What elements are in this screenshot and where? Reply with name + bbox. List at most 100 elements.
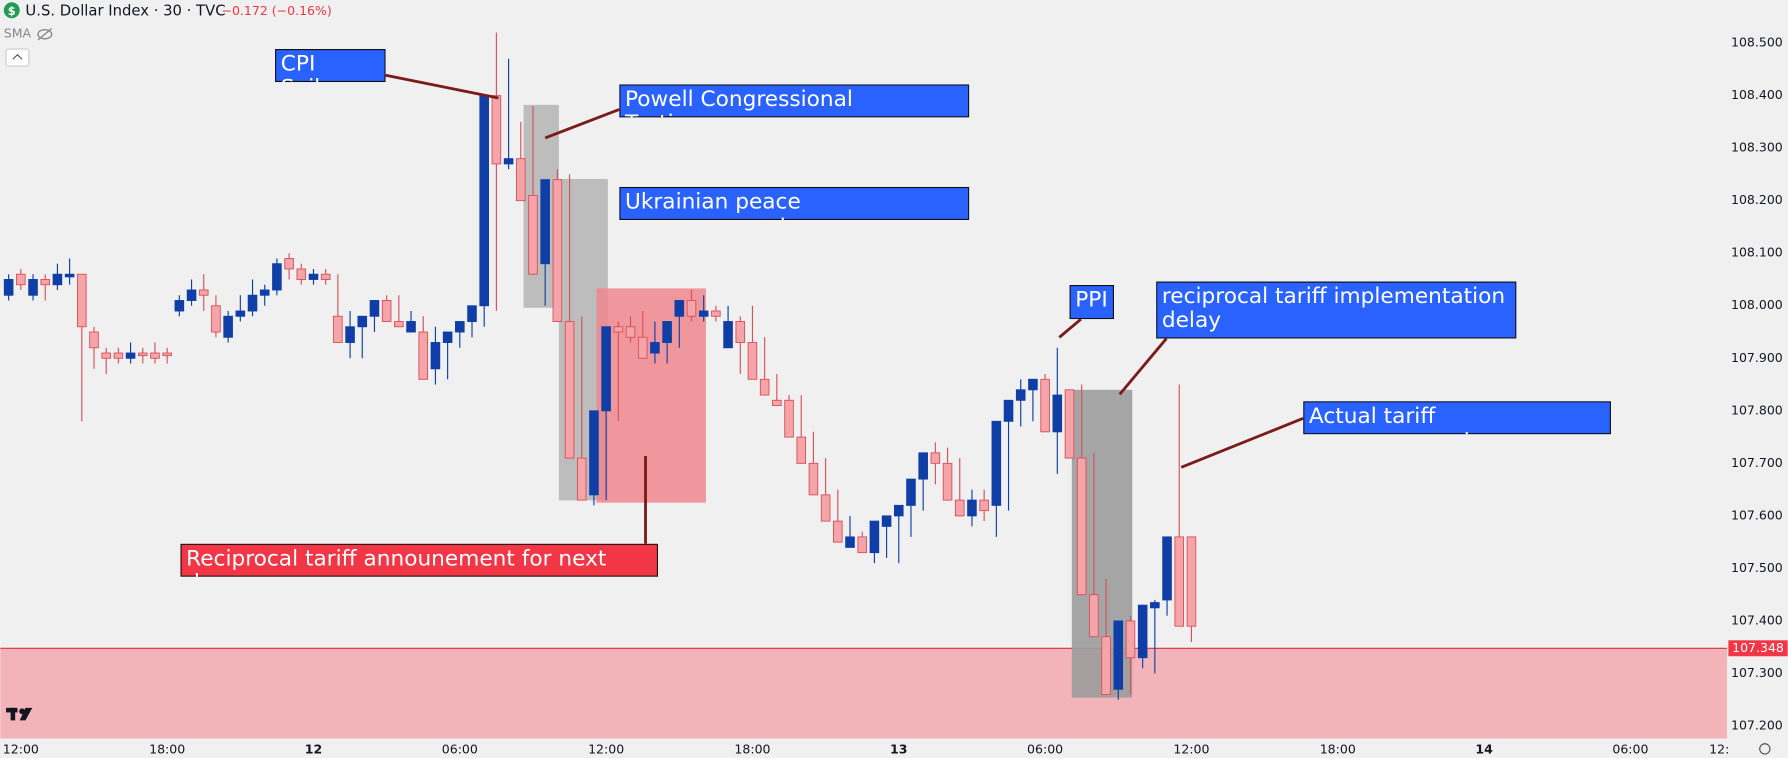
candle-body <box>272 263 282 291</box>
y-tick-label: 107.200 <box>1731 718 1783 733</box>
annotation-label: Reciprocal tariff announement for next d… <box>180 543 659 577</box>
x-tick-label: 12:00 <box>588 742 624 757</box>
candle-body <box>1064 389 1075 459</box>
candle-body <box>1076 457 1087 596</box>
candle-body <box>345 326 355 343</box>
annotation: Reciprocal tariff announement for next d… <box>180 543 659 577</box>
candle-body <box>28 279 38 296</box>
candle-body <box>515 158 526 202</box>
annotation-label: PPI <box>1069 284 1114 320</box>
candle-body <box>833 520 843 543</box>
candle-body <box>162 352 172 357</box>
candle-body <box>467 305 477 322</box>
candle-body <box>491 95 502 165</box>
y-tick-label: 107.400 <box>1731 612 1783 627</box>
candle-body <box>698 310 709 317</box>
collapse-chevron <box>12 53 23 60</box>
candle-body <box>1174 536 1185 627</box>
candle-body <box>1015 389 1026 401</box>
x-tick-label: 06:00 <box>1612 742 1648 757</box>
candle-body <box>259 289 270 296</box>
y-tick-label: 108.400 <box>1731 87 1783 102</box>
x-tick-label: 06:00 <box>1027 742 1063 757</box>
candle-body <box>320 273 331 280</box>
y-tick-label: 108.200 <box>1731 192 1783 207</box>
candle-body <box>150 352 160 359</box>
candle-body <box>930 452 941 464</box>
annotation: CPI Spike <box>275 49 386 83</box>
candle-body <box>869 520 880 554</box>
candle-body <box>796 436 807 464</box>
collapse-button[interactable] <box>5 48 30 67</box>
change: −0.172 (−0.16%) <box>221 3 331 18</box>
candle-body <box>503 158 514 165</box>
candle-body <box>845 536 855 548</box>
y-tick-label: 107.800 <box>1731 402 1783 417</box>
candle-body <box>394 321 404 328</box>
annotation: Powell Congressional Testimony <box>619 84 970 118</box>
price-label-box <box>1728 640 1788 657</box>
settings-icon[interactable] <box>1759 743 1771 755</box>
candle-body <box>113 352 124 359</box>
candle-body <box>662 321 672 343</box>
price-zone <box>0 648 1728 739</box>
candle-body <box>686 300 697 317</box>
symbol-icon-glyph: $ <box>8 4 16 18</box>
candle-body <box>137 352 148 357</box>
candle-body <box>613 326 624 333</box>
annotation-label: Actual tariff announcement <box>1303 401 1611 435</box>
y-tick-label: 108.500 <box>1731 35 1783 50</box>
x-tick-label: 18:00 <box>1320 742 1356 757</box>
annotation-label: Powell Congressional Testimony <box>619 84 970 118</box>
tv-logo <box>6 707 33 721</box>
candle-body <box>211 305 221 333</box>
candle-body <box>637 336 648 359</box>
candle-body <box>1101 636 1111 695</box>
y-tick-label: 107.600 <box>1731 507 1783 522</box>
y-tick-label: 107.300 <box>1731 665 1783 680</box>
event-shade <box>596 288 706 503</box>
symbol-icon <box>3 2 20 19</box>
candle-body <box>881 515 892 527</box>
candle-body <box>528 194 538 275</box>
candle-body <box>1150 602 1160 609</box>
annotation-leaders <box>385 73 1304 544</box>
candle-body <box>16 273 26 286</box>
candle-body <box>247 294 258 312</box>
candle-body <box>1040 378 1050 433</box>
candle-body <box>284 258 294 270</box>
x-tick-label: 06:00 <box>442 742 478 757</box>
candle-body <box>455 321 465 333</box>
candle-body <box>893 504 904 517</box>
y-tick-label: 108.300 <box>1731 140 1783 155</box>
leader <box>1058 318 1082 339</box>
eye-icon[interactable] <box>37 27 53 41</box>
y-tick-label: 108.100 <box>1731 245 1783 260</box>
candle-body <box>979 499 989 512</box>
candle-body <box>1113 620 1124 690</box>
annotation: Ukrainian peace announcement <box>619 186 970 220</box>
y-tick-label: 107.900 <box>1731 350 1783 365</box>
price-label: 107.348 <box>1732 640 1784 655</box>
candle-body <box>991 420 1002 506</box>
candle-body <box>1186 536 1197 627</box>
candle-body <box>967 499 977 517</box>
candle-body <box>820 494 831 522</box>
x-tick-label: 12: <box>1709 742 1729 757</box>
leader <box>1180 417 1304 469</box>
candle-body <box>857 536 867 554</box>
candle-body <box>906 478 916 506</box>
candle-body <box>625 326 636 338</box>
x-tick-label: 13 <box>890 742 907 757</box>
candle-body <box>954 499 965 517</box>
candle-body <box>430 342 441 370</box>
leader <box>544 108 620 140</box>
candle-body <box>772 399 782 407</box>
candle-body <box>296 268 307 280</box>
candle-body <box>918 452 928 480</box>
x-tick-label: 12 <box>305 742 322 757</box>
x-tick-label: 12:00 <box>1173 742 1209 757</box>
annotation-label: reciprocal tariff implementation delay <box>1156 281 1517 339</box>
